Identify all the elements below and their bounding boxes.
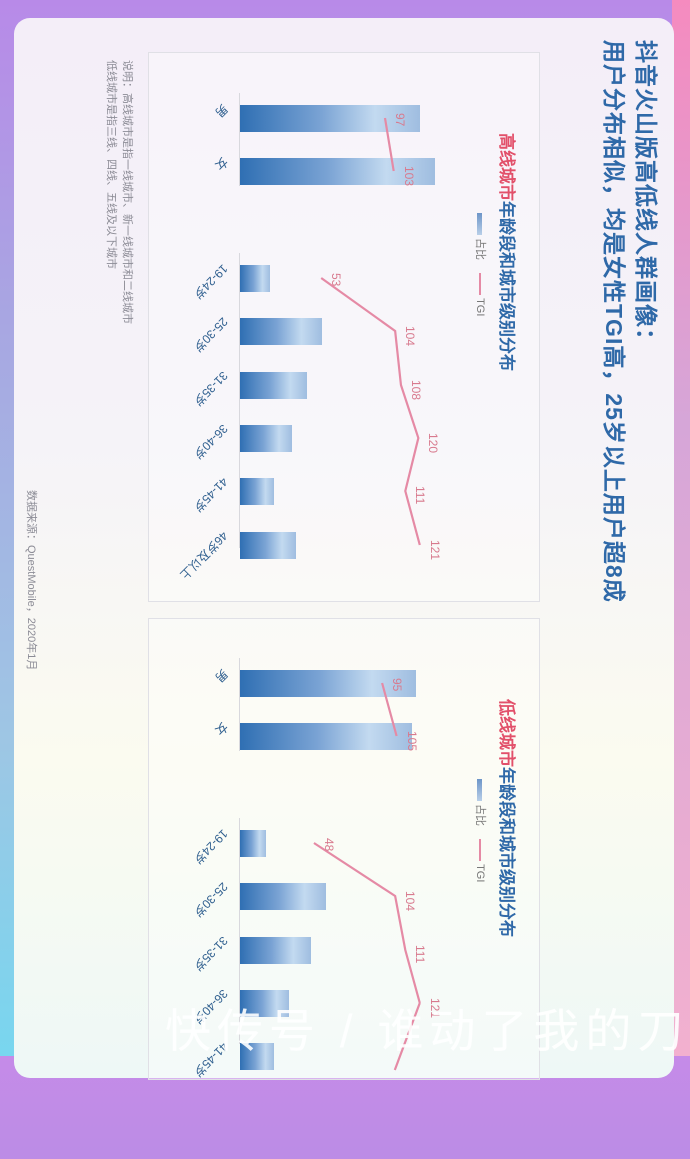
rotated-infographic: 抖音火山版高低线人群画像： 用户分布相似，均是女性TGI高，25岁以上用户超8成… bbox=[0, 0, 690, 1080]
tgi-value-label: 111 bbox=[413, 945, 428, 964]
tgi-value-label: 104 bbox=[403, 891, 418, 912]
note-text: 说明：高线城市是指一线城市、新一线城市和二线城市 低线城市是指三线、四线、五线及… bbox=[103, 60, 135, 380]
tgi-line-chart bbox=[320, 117, 421, 546]
tgi-value-label: 105 bbox=[404, 731, 419, 752]
note-line-1: 说明：高线城市是指一线城市、新一线城市和二线城市 bbox=[121, 60, 133, 324]
tgi-value-label: 48 bbox=[321, 838, 336, 852]
tgi-value-label: 95 bbox=[390, 678, 405, 692]
watermark: 快传号 / 谁动了我的刀 bbox=[165, 1005, 690, 1057]
note-line-2: 低线城市是指三线、四线、五线及以下城市 bbox=[105, 60, 117, 269]
data-source: 数据来源：QuestMobile，2020年1月 bbox=[25, 490, 37, 671]
